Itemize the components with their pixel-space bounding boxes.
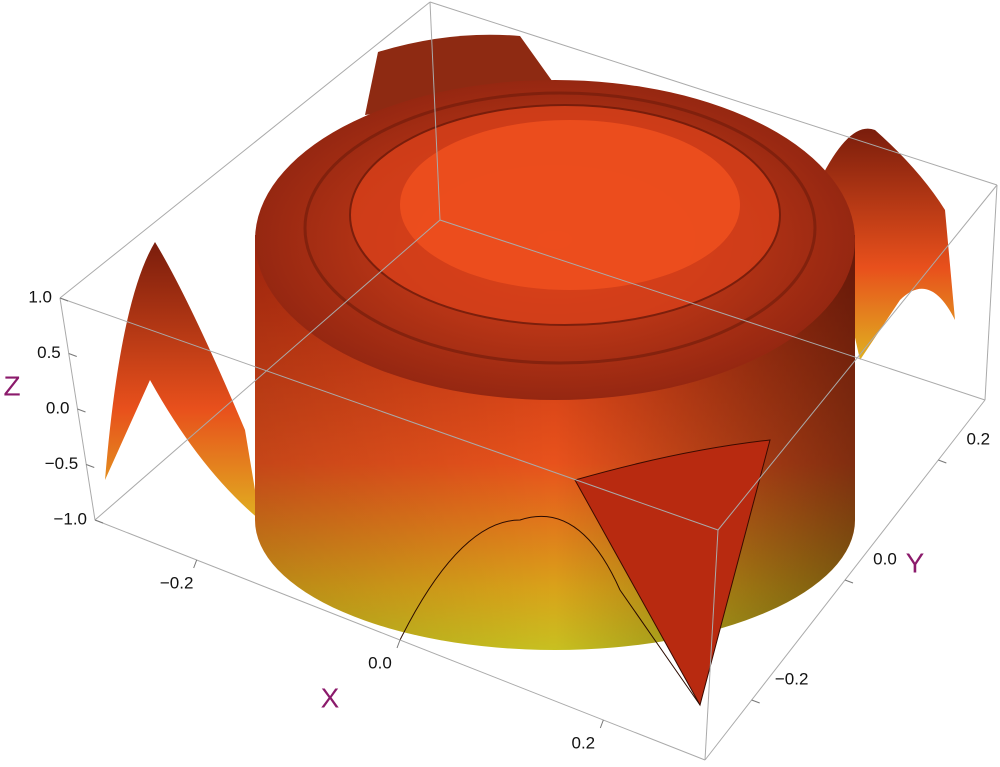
y-tick-label: 0.2 — [967, 429, 991, 448]
box-edge — [704, 529, 719, 761]
y-axis-label: Y — [906, 547, 925, 578]
inner-core — [400, 120, 740, 290]
surface — [105, 34, 955, 707]
y-tick-label: 0.0 — [873, 549, 897, 568]
box-edge — [439, 219, 986, 401]
box-edge — [94, 219, 441, 521]
inner-ring — [303, 91, 817, 365]
z-tick — [86, 464, 95, 468]
back-bump — [365, 34, 555, 115]
z-tick-label: 1.0 — [28, 287, 52, 306]
z-tick — [77, 408, 86, 413]
x-axis-label: X — [321, 682, 340, 713]
front-spike — [574, 439, 771, 707]
z-tick — [94, 519, 104, 524]
left-spike — [105, 242, 260, 520]
box-edge — [59, 297, 719, 531]
x-tick-label: −0.2 — [160, 573, 194, 592]
box-edge — [429, 1, 998, 186]
box-edge — [984, 184, 998, 401]
y-tick — [938, 459, 947, 464]
box-edge — [59, 1, 431, 299]
front-wave — [399, 515, 701, 706]
z-tick-label: 0.0 — [46, 398, 70, 417]
x-tick-label: 0.2 — [572, 733, 596, 752]
x-tick — [599, 719, 604, 729]
z-tick-label: −1.0 — [53, 509, 87, 528]
box-edge — [429, 1, 441, 221]
z-tick-label: −0.5 — [45, 454, 79, 473]
z-tick-label: 0.5 — [37, 343, 61, 362]
z-axis-label: Z — [3, 370, 20, 401]
z-tick — [68, 353, 77, 357]
x-tick-label: 0.0 — [368, 653, 392, 672]
x-tick — [193, 559, 198, 569]
y-tick-label: −0.2 — [775, 669, 809, 688]
y-tick — [844, 579, 854, 584]
x-tick — [396, 639, 401, 649]
y-tick — [751, 699, 760, 704]
z-tick — [59, 297, 69, 302]
